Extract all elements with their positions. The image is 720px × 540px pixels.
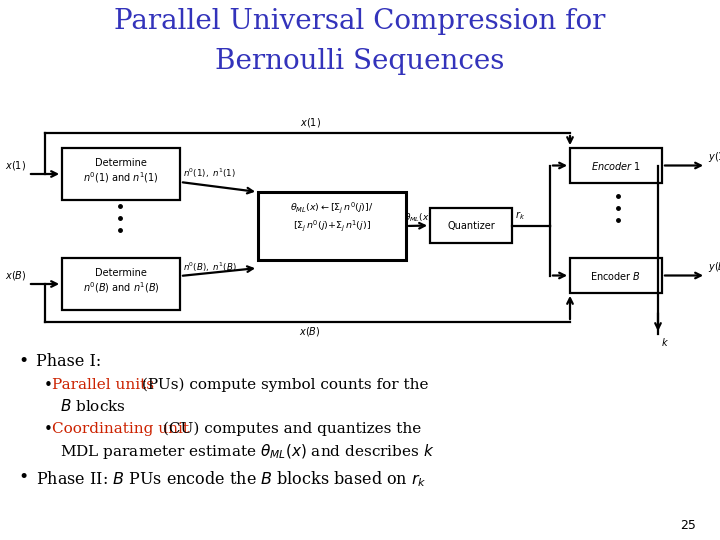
Text: $n^0(1)$ and $n^1(1)$: $n^0(1)$ and $n^1(1)$	[83, 170, 159, 185]
Text: $x(1)$: $x(1)$	[5, 159, 26, 172]
Text: $\theta_{ML}(x)\leftarrow[\Sigma_j\, n^0(j)]/$: $\theta_{ML}(x)\leftarrow[\Sigma_j\, n^0…	[290, 200, 374, 215]
Bar	[570, 258, 662, 293]
Text: Quantizer: Quantizer	[447, 220, 495, 231]
Bar	[62, 148, 180, 200]
Text: $n^0(B),\ n^1(B)$: $n^0(B),\ n^1(B)$	[183, 261, 237, 274]
Text: $y(B)$: $y(B)$	[708, 260, 720, 273]
Text: •: •	[18, 468, 28, 486]
Text: MDL parameter estimate $\theta_{ML}(x)$ and describes $k$: MDL parameter estimate $\theta_{ML}(x)$ …	[60, 442, 435, 461]
Text: (CU) computes and quantizes the: (CU) computes and quantizes the	[158, 422, 421, 436]
Text: Parallel Universal Compression for: Parallel Universal Compression for	[114, 8, 606, 35]
Text: Phase II: $\it{B}$ PUs encode the $\it{B}$ blocks based on $r_k$: Phase II: $\it{B}$ PUs encode the $\it{B…	[36, 469, 427, 489]
Text: $\theta_{ML}(x)$: $\theta_{ML}(x)$	[404, 212, 432, 224]
Text: Encoder $B$: Encoder $B$	[590, 269, 642, 281]
Text: $x(B)$: $x(B)$	[300, 325, 320, 338]
Text: 25: 25	[680, 519, 696, 532]
Text: •: •	[44, 422, 53, 437]
Text: Parallel units: Parallel units	[52, 378, 154, 392]
Text: $k$: $k$	[661, 336, 669, 348]
Text: $y(1)$: $y(1)$	[708, 150, 720, 164]
Text: $n^0(B)$ and $n^1(B)$: $n^0(B)$ and $n^1(B)$	[83, 280, 159, 295]
Text: •: •	[44, 378, 53, 393]
Text: Coordinating unit: Coordinating unit	[52, 422, 189, 436]
Text: (PUs) compute symbol counts for the: (PUs) compute symbol counts for the	[137, 378, 428, 393]
Bar	[430, 208, 512, 243]
Text: Phase I:: Phase I:	[36, 353, 102, 370]
Bar	[62, 258, 180, 310]
Text: $\it{B}$ blocks: $\it{B}$ blocks	[60, 398, 126, 414]
Text: Determine: Determine	[95, 158, 147, 168]
Bar	[570, 148, 662, 183]
Text: $x(B)$: $x(B)$	[4, 269, 26, 282]
Text: $[\Sigma_j\, n^0(j){+}\Sigma_j\, n^1(j)]$: $[\Sigma_j\, n^0(j){+}\Sigma_j\, n^1(j)]…	[293, 218, 371, 233]
Text: $n^0(1),\ n^1(1)$: $n^0(1),\ n^1(1)$	[183, 167, 235, 180]
Text: Bernoulli Sequences: Bernoulli Sequences	[215, 48, 505, 75]
Text: Determine: Determine	[95, 268, 147, 278]
Text: •: •	[18, 352, 28, 370]
Bar	[258, 192, 406, 260]
Text: Encoder $1$: Encoder $1$	[591, 159, 641, 172]
Text: $r_k$: $r_k$	[515, 210, 525, 222]
Text: $x(1)$: $x(1)$	[300, 116, 320, 129]
